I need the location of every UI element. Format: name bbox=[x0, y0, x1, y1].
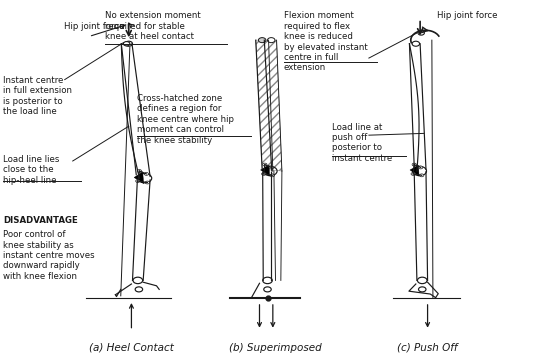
Circle shape bbox=[136, 180, 140, 183]
Text: (b) Superimposed: (b) Superimposed bbox=[229, 343, 322, 353]
Circle shape bbox=[418, 31, 424, 35]
Circle shape bbox=[263, 163, 267, 166]
Text: Cross-hatched zone
defines a region for
knee centre where hip
moment can control: Cross-hatched zone defines a region for … bbox=[137, 94, 234, 144]
Circle shape bbox=[146, 181, 150, 184]
Text: Poor control of
knee stability as
instant centre moves
downward rapidly
with kne: Poor control of knee stability as instan… bbox=[3, 230, 95, 281]
Circle shape bbox=[262, 172, 266, 175]
Circle shape bbox=[412, 163, 416, 166]
Polygon shape bbox=[134, 172, 144, 184]
Text: DISADVANTAGE: DISADVANTAGE bbox=[3, 216, 78, 225]
Circle shape bbox=[144, 172, 149, 175]
Circle shape bbox=[418, 166, 423, 169]
Circle shape bbox=[258, 38, 266, 42]
Circle shape bbox=[419, 174, 424, 177]
Circle shape bbox=[411, 172, 415, 175]
Circle shape bbox=[124, 41, 130, 46]
Text: (c) Push Off: (c) Push Off bbox=[398, 343, 458, 353]
Circle shape bbox=[137, 170, 142, 172]
Circle shape bbox=[412, 41, 419, 46]
Text: Load line at
push off
posterior to
instant centre: Load line at push off posterior to insta… bbox=[332, 123, 392, 163]
Text: Instant centre
in full extension
is posterior to
the load line: Instant centre in full extension is post… bbox=[3, 76, 72, 116]
Polygon shape bbox=[261, 165, 270, 176]
Text: Hip joint force: Hip joint force bbox=[64, 22, 124, 31]
Text: Load line lies
close to the
hip-heel line: Load line lies close to the hip-heel lin… bbox=[3, 155, 60, 185]
Text: Hip joint force: Hip joint force bbox=[437, 12, 498, 21]
Polygon shape bbox=[410, 165, 419, 176]
Text: Flexion moment
required to flex
knee is reduced
by elevated instant
centre in fu: Flexion moment required to flex knee is … bbox=[284, 12, 367, 72]
Circle shape bbox=[268, 38, 275, 42]
Text: No extension moment
required for stable
knee at heel contact: No extension moment required for stable … bbox=[105, 12, 201, 41]
Circle shape bbox=[270, 174, 274, 177]
Circle shape bbox=[269, 166, 273, 169]
Text: (a) Heel Contact: (a) Heel Contact bbox=[89, 343, 174, 353]
